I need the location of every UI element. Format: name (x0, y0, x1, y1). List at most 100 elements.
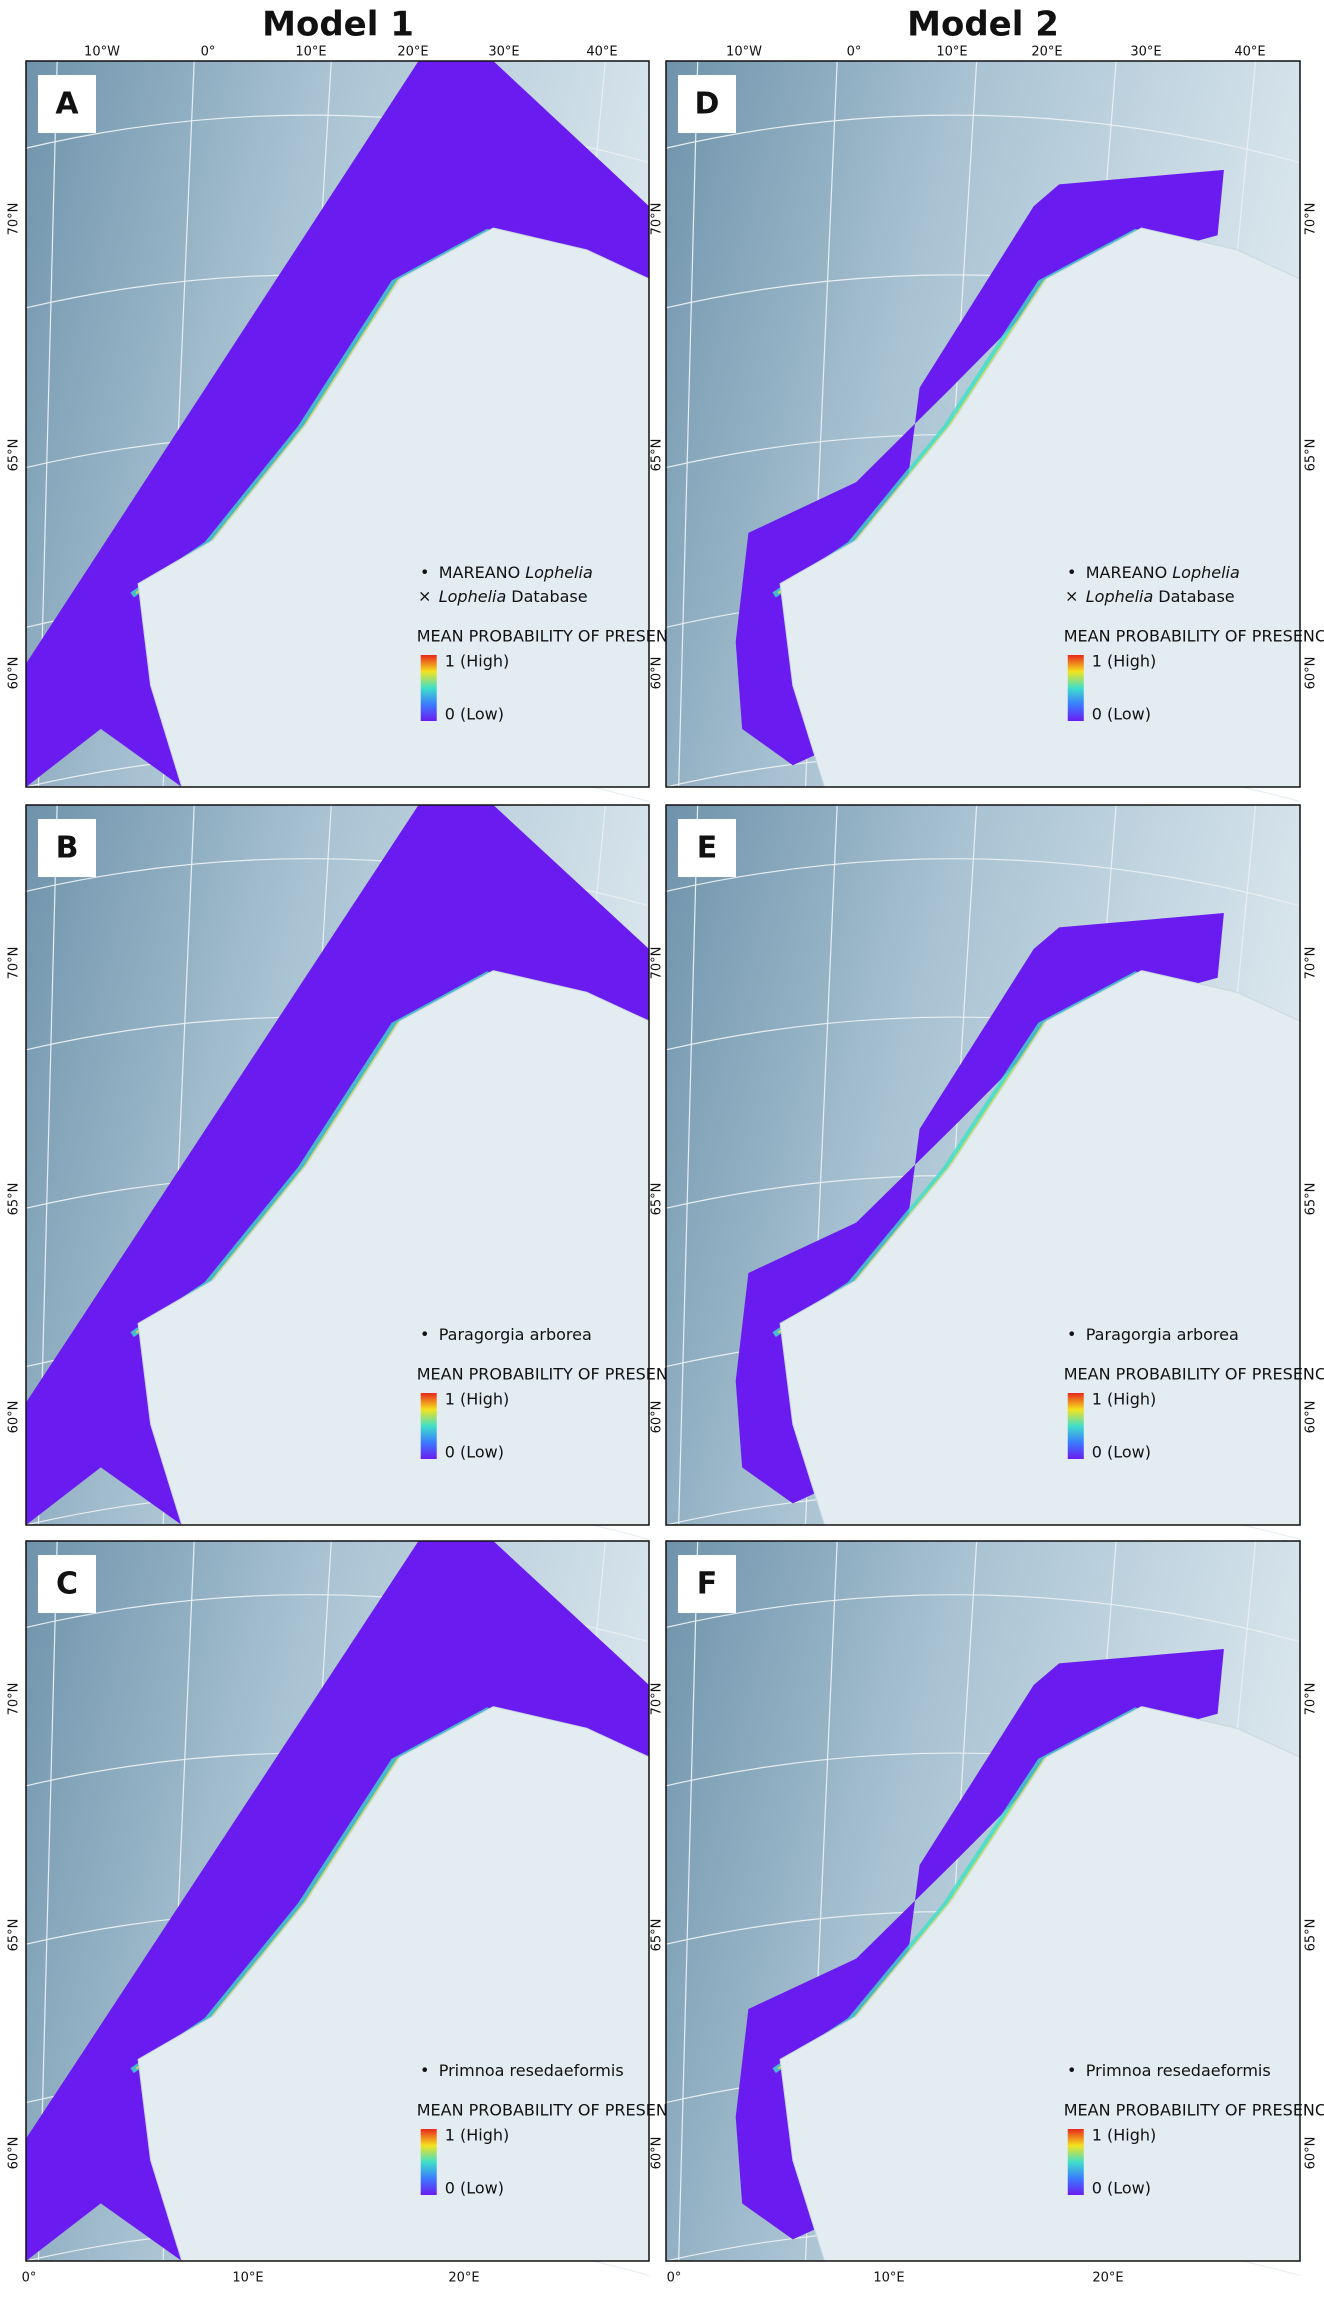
longitude-label: 10°E (295, 45, 326, 60)
longitude-label: 10°W (84, 45, 120, 60)
legend-label-part: Paragorgia arborea (439, 1325, 592, 1344)
panel-letter: F (697, 1567, 718, 1602)
longitude-label: 10°E (232, 2271, 263, 2286)
legend-title: MEAN PROBABILITY OF PRESENCE (417, 2101, 689, 2120)
longitude-label: 30°E (488, 45, 519, 60)
latitude-label: 60°N (1304, 2137, 1319, 2170)
latitude-label: 65°N (7, 439, 22, 472)
panel-frame (25, 60, 650, 788)
latitude-label: 70°N (7, 947, 22, 980)
legend-label-part: Database (511, 587, 587, 606)
panel-frame (25, 1540, 650, 2262)
latitude-label: 70°N (650, 203, 665, 236)
legend-label-part: Lophelia (1086, 587, 1154, 606)
panel-letter-box (38, 1555, 96, 1613)
legend-ramp (420, 655, 437, 721)
latitude-label: 65°N (1304, 1919, 1319, 1952)
legend-symbol: • (420, 563, 429, 582)
graticule (665, 1594, 1301, 1643)
legend-label-part: Paragorgia arborea (1086, 1325, 1239, 1344)
latitude-label: 65°N (650, 439, 665, 472)
graticule (665, 114, 1301, 164)
latitude-label: 65°N (7, 1919, 22, 1952)
latitude-label: 70°N (1304, 947, 1319, 980)
panel-frame (665, 804, 1301, 1526)
panel-letter-box (678, 819, 736, 877)
graticule (678, 1540, 699, 2262)
longitude-label: 20°E (397, 45, 428, 60)
legend-low: 0 (Low) (445, 2179, 504, 2198)
legend-label: Lophelia Database (1086, 587, 1235, 606)
latitude-label: 65°N (650, 1183, 665, 1216)
column-title: Model 1 (262, 5, 414, 45)
latitude-label: 60°N (1304, 657, 1319, 690)
legend-high: 1 (High) (1092, 652, 1157, 671)
legend-low: 0 (Low) (1092, 1443, 1151, 1462)
legend-title: MEAN PROBABILITY OF PRESENCE (1064, 627, 1324, 646)
latitude-label: 65°N (650, 1919, 665, 1952)
legend-label: Paragorgia arborea (439, 1325, 592, 1344)
legend-symbol: × (418, 587, 431, 606)
latitude-label: 60°N (1304, 1401, 1319, 1434)
latitude-label: 70°N (7, 203, 22, 236)
legend-ramp (1067, 2129, 1084, 2195)
legend-symbol: • (420, 2061, 429, 2080)
legend-title: MEAN PROBABILITY OF PRESENCE (417, 627, 689, 646)
legend-label-part: Lophelia (1172, 563, 1240, 582)
panel-frame (665, 60, 1301, 788)
longitude-label: 0° (667, 2271, 682, 2286)
legend-label-part: MAREANO (439, 563, 520, 582)
legend-ramp (420, 1393, 437, 1459)
panel-letter: B (56, 831, 79, 866)
legend-symbol: × (1065, 587, 1078, 606)
legend-label: MAREANO Lophelia (1086, 563, 1240, 582)
legend-high: 1 (High) (445, 652, 510, 671)
map-panel: E • Paragorgia arborea MEAN PROBABILITY OF … (665, 804, 1324, 1540)
panel-letter: A (55, 87, 79, 122)
panel-letter: E (697, 831, 718, 866)
legend-low: 0 (Low) (1092, 2179, 1151, 2198)
legend-low: 0 (Low) (445, 705, 504, 724)
legend-high: 1 (High) (1092, 1390, 1157, 1409)
latitude-label: 65°N (1304, 439, 1319, 472)
latitude-label: 70°N (1304, 203, 1319, 236)
longitude-label: 10°E (936, 45, 967, 60)
panel-letter: D (695, 87, 720, 122)
legend-ramp (1067, 655, 1084, 721)
panel-frame (665, 1540, 1301, 2262)
latitude-label: 60°N (650, 657, 665, 690)
graticule (665, 858, 1301, 907)
legend-ramp (420, 2129, 437, 2195)
latitude-label: 60°N (7, 657, 22, 690)
graticule (678, 804, 699, 1526)
legend-title: MEAN PROBABILITY OF PRESENCE (1064, 1365, 1324, 1384)
latitude-label: 60°N (7, 2137, 22, 2170)
legend-high: 1 (High) (1092, 2126, 1157, 2145)
legend-label-part: Lophelia (525, 563, 593, 582)
longitude-label: 40°E (586, 45, 617, 60)
latitude-label: 70°N (650, 947, 665, 980)
legend-label: MAREANO Lophelia (439, 563, 593, 582)
panel-letter-box (678, 1555, 736, 1613)
longitude-label: 40°E (1234, 45, 1265, 60)
legend-low: 0 (Low) (445, 1443, 504, 1462)
longitude-label: 20°E (1031, 45, 1062, 60)
longitude-label: 0° (201, 45, 216, 60)
legend-label: Primnoa resedaeformis (439, 2061, 624, 2080)
legend-label-part: Database (1158, 587, 1234, 606)
latitude-label: 70°N (1304, 1683, 1319, 1716)
panel-letter: C (56, 1567, 78, 1602)
panel-frame (25, 804, 650, 1526)
latitude-label: 65°N (1304, 1183, 1319, 1216)
latitude-label: 65°N (7, 1183, 22, 1216)
latitude-label: 60°N (650, 2137, 665, 2170)
legend-label-part: Lophelia (439, 587, 507, 606)
legend-symbol: • (1067, 2061, 1076, 2080)
panel-letter-box (678, 75, 736, 133)
latitude-label: 60°N (650, 1401, 665, 1434)
graticule (678, 60, 699, 788)
legend-symbol: • (1067, 1325, 1076, 1344)
legend-symbol: • (420, 1325, 429, 1344)
legend-label: Lophelia Database (439, 587, 588, 606)
